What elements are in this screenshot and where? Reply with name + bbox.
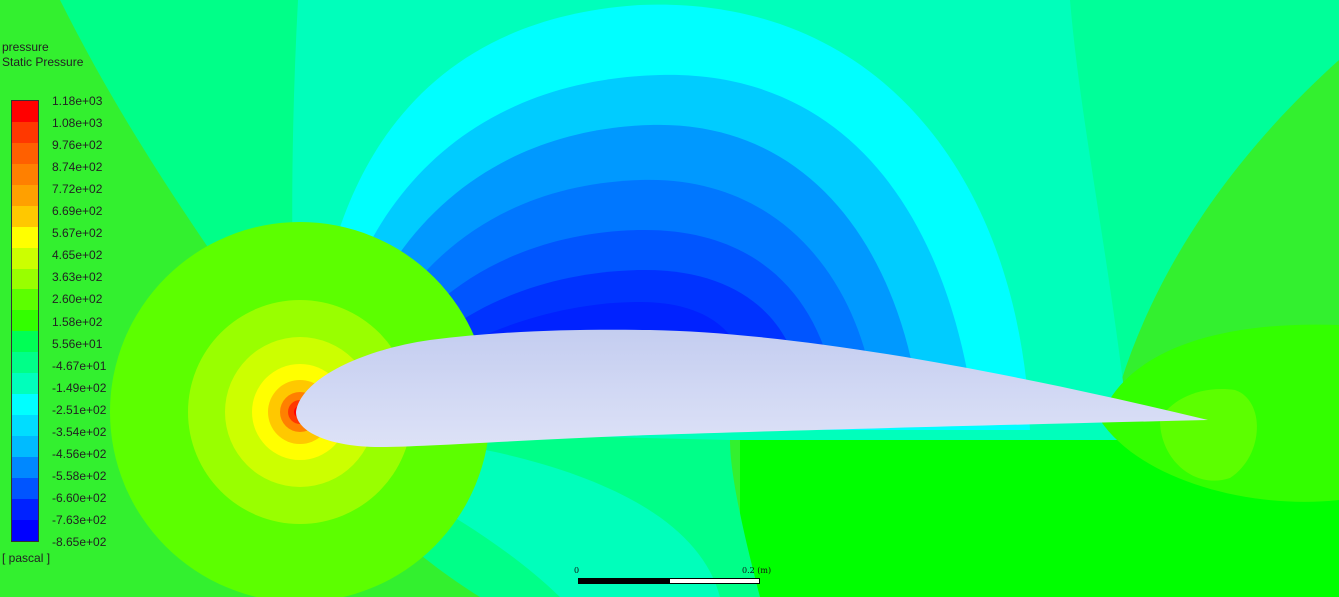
legend-label: -6.60e+02 — [52, 490, 107, 505]
legend-band — [12, 477, 38, 499]
legend-label: 1.08e+03 — [52, 116, 103, 131]
legend-band — [12, 121, 38, 143]
legend-band — [12, 142, 38, 164]
color-legend: pressure Static Pressure 1.18e+03 1.08e+0… — [0, 0, 140, 580]
legend-label: 4.65e+02 — [52, 248, 103, 263]
legend-label: -8.65e+02 — [52, 535, 107, 549]
legend-label: 1.18e+03 — [52, 94, 103, 108]
legend-band — [12, 436, 38, 457]
legend-label: 6.69e+02 — [52, 204, 103, 219]
legend-band — [12, 394, 38, 416]
legend-band — [12, 289, 38, 311]
legend-label: 1.58e+02 — [52, 314, 103, 329]
legend-band — [12, 310, 38, 332]
legend-band — [12, 519, 38, 541]
scale-end-label: 0.2 (m) — [742, 566, 772, 575]
legend-variable: pressure — [2, 40, 49, 54]
scale-bar: 0 0.2 (m) — [574, 566, 784, 588]
legend-label: -4.56e+02 — [52, 446, 107, 461]
legend-label: 7.72e+02 — [52, 182, 103, 197]
legend-band — [12, 352, 38, 374]
legend-band — [12, 268, 38, 290]
legend-label: 3.63e+02 — [52, 270, 103, 285]
legend-band — [12, 247, 38, 269]
legend-band — [12, 184, 38, 206]
legend-label: -5.58e+02 — [52, 468, 107, 483]
legend-label: -1.49e+02 — [52, 380, 107, 395]
legend-label: 5.56e+01 — [52, 336, 103, 351]
legend-label: -2.51e+02 — [52, 402, 107, 417]
legend-quantity: Static Pressure — [2, 55, 84, 69]
legend-units: [ pascal ] — [2, 551, 51, 565]
airfoil — [296, 329, 1208, 447]
legend-label: 8.74e+02 — [52, 160, 103, 175]
legend-band — [12, 101, 38, 122]
legend-band — [12, 415, 38, 436]
contour-upper-right-lobe — [1060, 0, 1339, 420]
contour-trailing-lobe-2 — [1160, 389, 1257, 481]
legend-band — [12, 163, 38, 185]
legend-color-bar — [11, 100, 39, 542]
legend-band — [12, 226, 38, 248]
legend-label: -3.54e+02 — [52, 424, 107, 439]
legend-band — [12, 205, 38, 227]
legend-label: -4.67e+01 — [52, 358, 107, 373]
legend-label: 9.76e+02 — [52, 138, 103, 153]
legend-label: 5.67e+02 — [52, 226, 103, 241]
scale-segment-dark — [578, 578, 670, 584]
scale-segment-light — [669, 578, 760, 584]
legend-label: -7.63e+02 — [52, 512, 107, 527]
legend-band — [12, 373, 38, 395]
legend-band — [12, 456, 38, 478]
legend-label: 2.60e+02 — [52, 292, 103, 307]
scale-start-label: 0 — [574, 566, 580, 575]
legend-band — [12, 498, 38, 520]
legend-band — [12, 331, 38, 353]
